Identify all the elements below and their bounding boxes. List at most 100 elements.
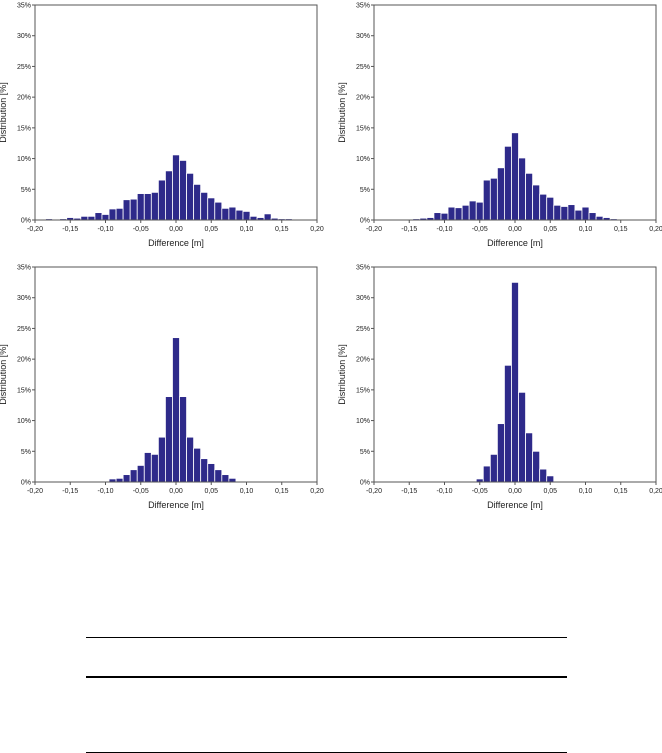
- x-tick-label: 0,10: [240, 226, 254, 233]
- x-tick-label: 0,05: [543, 226, 557, 233]
- histogram-bar: [511, 132, 519, 221]
- histogram-bar: [172, 337, 180, 483]
- histogram-bar: [511, 281, 519, 483]
- x-tick-label: 0,00: [169, 488, 183, 495]
- histogram-bar: [207, 197, 216, 221]
- histogram-bar: [143, 193, 152, 221]
- histogram-bar: [172, 154, 180, 221]
- x-tick-label: 0,00: [508, 488, 522, 495]
- x-tick-label: -0,05: [472, 226, 488, 233]
- histogram-panel-2: -0,20 -0,15 -0,10 -0,05 0,00 0,05 0,10 0,15 0,20…: [337, 3, 662, 249]
- x-tick-label: 0,15: [275, 488, 289, 495]
- histogram-bar: [157, 436, 166, 483]
- histogram-bar: [242, 210, 251, 221]
- histogram-bar: [574, 209, 583, 221]
- x-tick-label: -0,20: [366, 226, 382, 233]
- y-tick-label: 35%: [17, 3, 31, 10]
- y-tick-label: 30%: [17, 295, 31, 302]
- y-tick-label: 25%: [17, 326, 31, 333]
- x-tick-label: 0,20: [649, 488, 662, 495]
- y-tick-label: 30%: [356, 33, 370, 40]
- y-tick-label: 30%: [356, 295, 370, 302]
- x-axis-label: Difference [m]: [487, 500, 543, 510]
- histogram-bar: [249, 215, 258, 221]
- x-tick-label: -0,20: [27, 488, 43, 495]
- histogram-bar: [546, 196, 555, 221]
- histogram-bar: [193, 447, 202, 483]
- histogram-bar: [475, 201, 484, 221]
- x-tick-label: 0,00: [508, 226, 522, 233]
- histogram-bar: [433, 212, 442, 221]
- x-tick-label: -0,20: [366, 488, 382, 495]
- x-tick-label: 0,10: [579, 226, 593, 233]
- x-tick-label: -0,20: [27, 226, 43, 233]
- histogram-bar: [496, 167, 505, 221]
- histogram-bar: [129, 469, 138, 483]
- y-tick-label: 20%: [356, 95, 370, 102]
- histogram-bar: [461, 204, 470, 221]
- y-tick-label: 10%: [17, 156, 31, 163]
- histogram-bar: [157, 179, 166, 221]
- histogram-bar: [567, 204, 576, 221]
- histogram-bar: [186, 172, 195, 221]
- x-tick-label: -0,15: [401, 226, 417, 233]
- y-tick-label: 10%: [356, 418, 370, 425]
- histogram-bar: [108, 208, 117, 221]
- y-tick-label: 15%: [17, 387, 31, 394]
- y-tick-label: 5%: [360, 187, 370, 194]
- histogram-bar: [447, 206, 456, 221]
- histogram-bar: [489, 453, 498, 483]
- histogram-bar: [468, 200, 477, 221]
- histogram-bar: [200, 191, 209, 221]
- histogram-bar: [193, 183, 202, 221]
- histogram-figure: -0,20 -0,15 -0,10 -0,05 0,00 0,05 0,10 0,15 0,20…: [0, 3, 662, 511]
- histogram-panel-1: -0,20 -0,15 -0,10 -0,05 0,00 0,05 0,10 0,15 0,20…: [0, 3, 324, 249]
- histogram-bar: [228, 206, 237, 221]
- histogram-bar: [504, 145, 512, 221]
- histogram-bar: [87, 215, 96, 221]
- histogram-bar: [525, 172, 534, 221]
- histogram-bar: [94, 212, 103, 221]
- y-tick-label: 35%: [356, 3, 370, 10]
- histogram-bar: [214, 201, 223, 221]
- histogram-bar: [588, 212, 597, 221]
- histogram-bar: [165, 396, 173, 483]
- y-tick-label: 10%: [356, 156, 370, 163]
- y-tick-label: 15%: [356, 387, 370, 394]
- x-tick-label: -0,10: [98, 488, 114, 495]
- x-axis-label: Difference [m]: [148, 500, 204, 510]
- x-tick-label: 0,10: [240, 488, 254, 495]
- histogram-bar: [150, 453, 159, 483]
- histogram-bar: [207, 463, 216, 483]
- x-tick-label: 0,20: [310, 488, 324, 495]
- histogram-bar: [165, 170, 173, 221]
- table-top-rule: [86, 637, 567, 638]
- x-tick-label: 0,05: [204, 226, 218, 233]
- histogram-bar: [214, 469, 223, 483]
- x-tick-label: -0,15: [62, 226, 78, 233]
- x-tick-label: -0,10: [437, 488, 453, 495]
- histogram-bar: [221, 474, 230, 483]
- x-tick-label: 0,00: [169, 226, 183, 233]
- histogram-bar: [504, 364, 512, 483]
- histogram-bar: [235, 209, 244, 221]
- histogram-bar: [518, 157, 526, 221]
- y-tick-label: 20%: [356, 357, 370, 364]
- histogram-bar: [454, 207, 463, 221]
- x-tick-label: -0,10: [98, 226, 114, 233]
- histogram-panel-4: -0,20 -0,15 -0,10 -0,05 0,00 0,05 0,10 0,15 0,20…: [337, 265, 662, 511]
- histogram-bar: [532, 450, 541, 483]
- histogram-bar: [179, 396, 187, 483]
- y-tick-label: 35%: [17, 265, 31, 272]
- y-tick-label: 35%: [356, 265, 370, 272]
- histogram-bar: [489, 177, 498, 221]
- histogram-bar: [200, 458, 209, 483]
- y-tick-label: 25%: [356, 64, 370, 71]
- x-tick-label: 0,15: [614, 226, 628, 233]
- y-axis-label: Distribution [%]: [337, 82, 347, 143]
- x-tick-label: 0,05: [204, 488, 218, 495]
- y-tick-label: 5%: [21, 449, 31, 456]
- histogram-bar: [525, 432, 534, 483]
- histogram-bar: [546, 475, 555, 483]
- histogram-bar: [186, 436, 195, 483]
